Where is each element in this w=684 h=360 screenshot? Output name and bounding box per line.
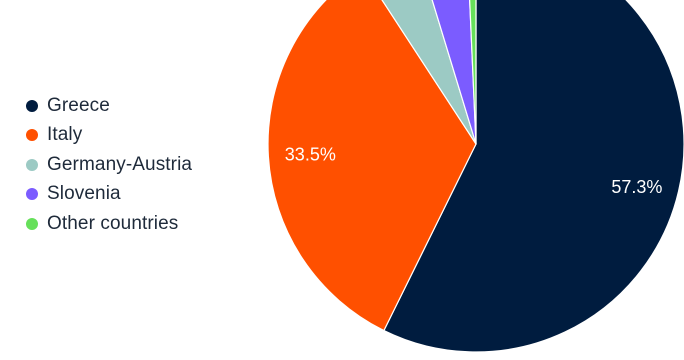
legend-item: Other countries <box>26 209 192 239</box>
legend-swatch <box>26 217 38 230</box>
legend-label: Slovenia <box>47 183 121 205</box>
legend-swatch <box>26 188 38 201</box>
legend-item: Italy <box>26 121 192 151</box>
pie-slice-germany-austria <box>381 0 477 145</box>
legend-item: Greece <box>26 91 192 121</box>
legend-swatch <box>26 99 38 112</box>
data-label-italy: 33.5% <box>285 144 336 164</box>
legend-label: Greece <box>47 94 110 116</box>
legend-item: Slovenia <box>26 180 192 210</box>
legend-label: Italy <box>47 124 83 146</box>
pie-slice-other-countries <box>469 0 477 145</box>
legend-label: Germany-Austria <box>47 153 193 175</box>
legend-swatch <box>26 129 38 142</box>
data-label-greece: 57.3% <box>611 177 662 197</box>
legend-label: Other countries <box>47 212 179 234</box>
legend-swatch <box>26 158 38 171</box>
pie-slice-slovenia <box>431 0 477 145</box>
chart-legend: Greece Italy Germany-Austria Slovenia Other … <box>26 91 192 239</box>
legend-item: Germany-Austria <box>26 150 192 180</box>
pie-slice-greece <box>383 0 684 353</box>
pie-slice-italy <box>267 0 477 332</box>
